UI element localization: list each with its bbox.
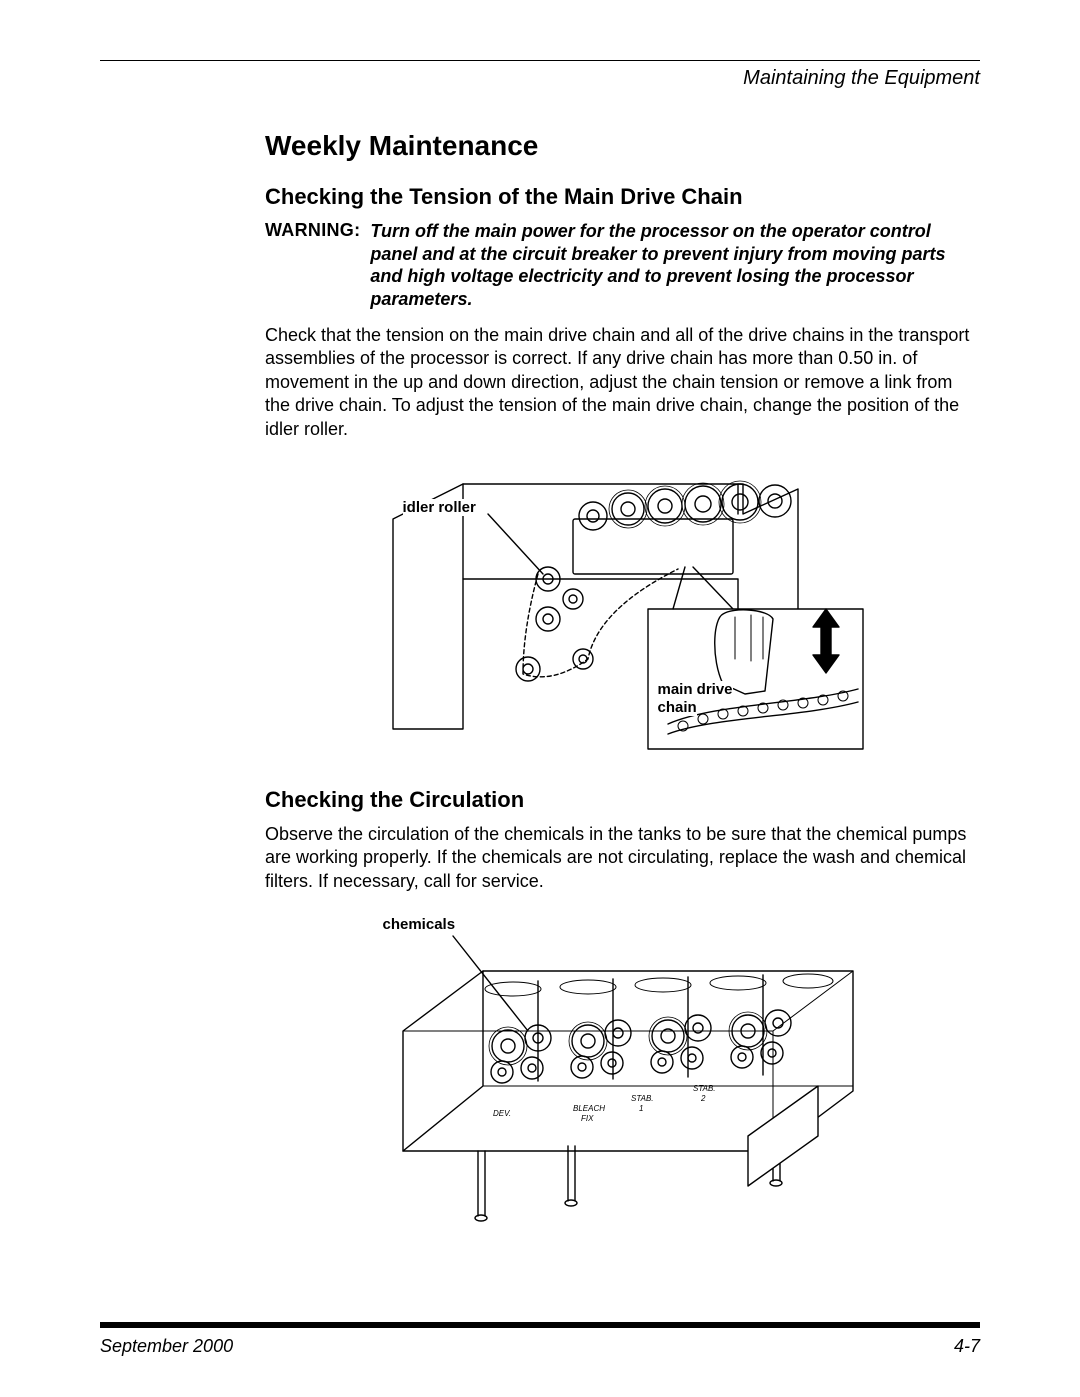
warning-block: WARNING: Turn off the main power for the… xyxy=(265,220,980,310)
svg-text:DEV.: DEV. xyxy=(493,1109,511,1118)
subsection-1-title: Checking the Tension of the Main Drive C… xyxy=(265,184,980,210)
warning-text: Turn off the main power for the processo… xyxy=(370,220,980,310)
body-paragraph-2: Observe the circulation of the chemicals… xyxy=(265,823,980,893)
fig1-label-idler: idler roller xyxy=(403,499,476,516)
svg-text:STAB.: STAB. xyxy=(631,1094,654,1103)
fig2-label-chemicals: chemicals xyxy=(383,916,456,933)
subsection-2-title: Checking the Circulation xyxy=(265,787,980,813)
fig1-label-main-1: main drive xyxy=(658,681,733,698)
figure-1: idler roller main drive chain xyxy=(265,459,980,759)
footer-date: September 2000 xyxy=(100,1336,233,1357)
running-head: Maintaining the Equipment xyxy=(100,67,980,90)
circulation-diagram-icon: DEV. BLEACH FIX STAB. 1 STAB. 2 xyxy=(363,911,883,1231)
fig1-label-main-2: chain xyxy=(658,699,697,716)
svg-text:BLEACH: BLEACH xyxy=(573,1104,605,1113)
footer-page-number: 4-7 xyxy=(954,1336,980,1357)
svg-text:2: 2 xyxy=(700,1094,706,1103)
svg-text:FIX: FIX xyxy=(581,1114,594,1123)
figure-2: DEV. BLEACH FIX STAB. 1 STAB. 2 chemical… xyxy=(265,911,980,1231)
body-paragraph-1: Check that the tension on the main drive… xyxy=(265,324,980,441)
svg-text:STAB.: STAB. xyxy=(693,1084,716,1093)
svg-text:1: 1 xyxy=(639,1104,643,1113)
warning-label: WARNING: xyxy=(265,220,370,310)
section-title: Weekly Maintenance xyxy=(265,130,980,162)
